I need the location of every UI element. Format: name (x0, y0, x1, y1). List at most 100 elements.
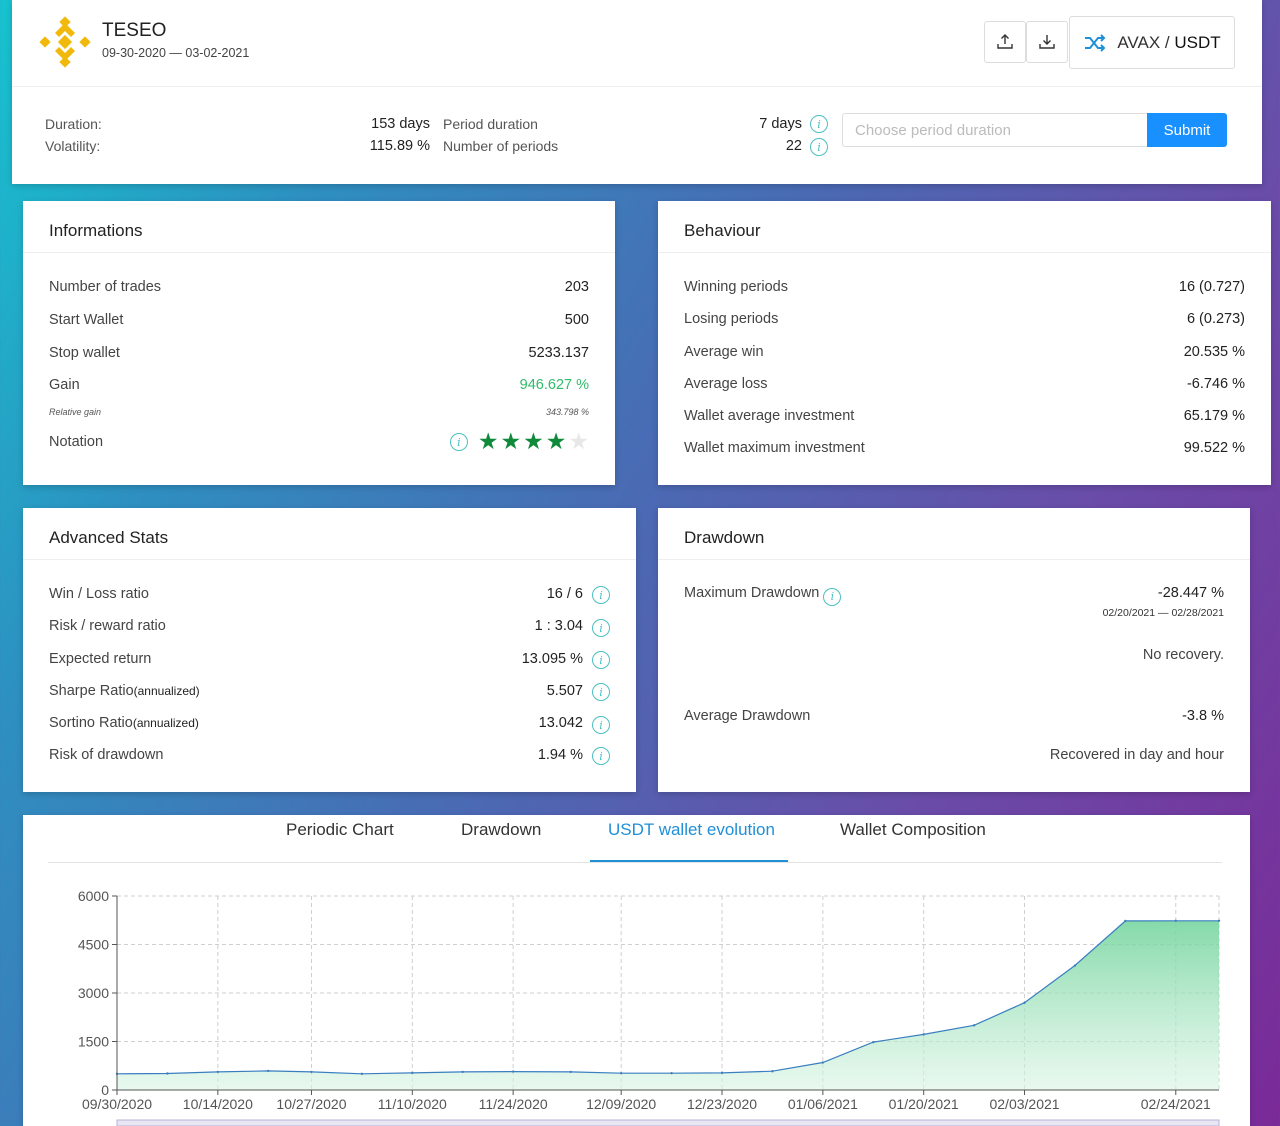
row-value: 343.798 % (545, 407, 589, 417)
notation-value: i ★ ★ ★ ★ ★ (449, 429, 589, 455)
x-tick-label: 02/03/2021 (989, 1096, 1059, 1112)
wallet-data-point (267, 1069, 270, 1073)
row-label: Expected return (49, 651, 152, 667)
row-value: 16 / 6 (546, 586, 583, 602)
y-tick-label: 6000 (78, 888, 109, 904)
max-drawdown-dates: 02/20/2021 — 02/28/2021 (1102, 607, 1224, 619)
wallet-data-point (511, 1070, 515, 1073)
expected-return-row: Expected return 13.095 % i (49, 651, 610, 673)
row-label: Sortino Ratio(annualized) (49, 715, 199, 731)
max-drawdown-label: Maximum Drawdown i (684, 585, 842, 606)
notation-info-icon[interactable]: i (449, 433, 468, 451)
row-value: 99.522 % (1183, 440, 1245, 456)
panel-divider (23, 559, 636, 560)
tab-drawdown[interactable]: Drawdown (461, 820, 542, 839)
period-duration-input[interactable] (842, 113, 1148, 147)
chart-range-slider[interactable] (116, 1119, 1220, 1126)
win-loss-info-icon[interactable]: i (592, 586, 610, 604)
row-label: Wallet maximum investment (684, 440, 865, 456)
wallet-maximum-investment-row: Wallet maximum investment 99.522 % (684, 440, 1245, 462)
risk-of-drawdown-info-icon[interactable]: i (592, 747, 610, 765)
x-tick-label: 01/20/2021 (889, 1096, 959, 1112)
behaviour-panel: Behaviour Winning periods 16 (0.727) Los… (658, 201, 1271, 485)
row-label: Stop wallet (49, 345, 120, 361)
sortino-ratio-info-icon[interactable]: i (592, 716, 610, 734)
submit-button[interactable]: Submit (1147, 113, 1227, 147)
row-value: 20.535 % (1183, 344, 1245, 360)
y-tick-label: 1500 (78, 1034, 109, 1050)
x-tick-label: 11/10/2020 (378, 1096, 447, 1112)
row-value: 500 (564, 312, 589, 328)
pair-switch-button[interactable]: AVAX / USDT (1069, 16, 1235, 69)
number-of-periods-label: Number of periods (443, 138, 559, 154)
tab-usdt-wallet-evolution[interactable]: USDT wallet evolution (608, 820, 775, 839)
sharpe-ratio-row: Sharpe Ratio(annualized) 5.507 i (49, 683, 610, 705)
x-tick-label: 02/24/2021 (1141, 1096, 1211, 1112)
row-value: -6.746 % (1186, 376, 1245, 392)
wallet-data-point (360, 1072, 364, 1076)
star-empty-icon: ★ (568, 429, 589, 455)
wallet-average-investment-row: Wallet average investment 65.179 % (684, 408, 1245, 430)
max-drawdown-value: -28.447 % (1157, 585, 1224, 601)
row-label: Average loss (684, 376, 768, 392)
wallet-data-point (1174, 919, 1177, 922)
row-label: Average win (684, 344, 764, 360)
tab-periodic-chart[interactable]: Periodic Chart (286, 820, 394, 839)
download-button[interactable] (1026, 21, 1068, 63)
row-value: 13.095 % (521, 651, 583, 667)
wallet-data-point (670, 1071, 673, 1075)
wallet-data-point (1073, 964, 1077, 967)
row-value: 13.042 (538, 715, 583, 731)
period-duration-info-icon[interactable]: i (810, 115, 828, 133)
wallet-data-point (461, 1070, 464, 1074)
panel-divider (658, 252, 1271, 253)
wallet-data-point (216, 1070, 220, 1074)
shuffle-icon (1085, 33, 1106, 52)
wallet-data-point (619, 1071, 623, 1075)
active-tab-indicator (590, 860, 788, 862)
row-label: Win / Loss ratio (49, 586, 149, 602)
tab-wallet-composition[interactable]: Wallet Composition (840, 820, 986, 839)
number-of-periods-info-icon[interactable]: i (810, 138, 828, 156)
max-drawdown-row: Maximum Drawdown i -28.447 % (684, 585, 1224, 607)
row-label: Losing periods (684, 311, 779, 327)
average-drawdown-recovery: Recovered in day and hour (1049, 747, 1224, 763)
max-drawdown-info-icon[interactable]: i (823, 587, 842, 606)
average-drawdown-row: Average Drawdown -3.8 % (684, 708, 1224, 730)
informations-title: Informations (49, 221, 143, 240)
binance-logo-icon (39, 16, 91, 68)
row-value: 1 : 3.04 (534, 618, 583, 634)
x-tick-label: 12/23/2020 (687, 1096, 757, 1112)
start-wallet-row: Start Wallet 500 (49, 312, 589, 334)
gain-row: Gain 946.627 % (49, 377, 589, 399)
wallet-data-point (872, 1040, 875, 1044)
row-label: Risk of drawdown (49, 747, 164, 763)
wallet-evolution-chart: 0 1500 3000 4500 6000 09/30/2020 10/14/2020 10/… (78, 888, 1221, 1126)
row-label: Sharpe Ratio(annualized) (49, 683, 200, 699)
wallet-data-point (1217, 919, 1221, 922)
wallet-data-point (569, 1070, 572, 1074)
row-value: 16 (0.727) (1178, 279, 1245, 295)
row-label: Wallet average investment (684, 408, 855, 424)
wallet-data-point (1023, 1001, 1026, 1004)
average-win-row: Average win 20.535 % (684, 344, 1245, 366)
risk-reward-info-icon[interactable]: i (592, 619, 610, 637)
expected-return-info-icon[interactable]: i (592, 651, 610, 669)
x-tick-label: 10/14/2020 (183, 1096, 253, 1112)
pair-quote: USDT (1174, 32, 1221, 52)
duration-value: 153 days (371, 116, 430, 132)
upload-button[interactable] (984, 21, 1026, 63)
number-of-periods-value: 22 (785, 138, 802, 154)
average-drawdown-value: -3.8 % (1182, 708, 1224, 724)
row-label: Notation (49, 434, 104, 450)
row-value: 1.94 % (537, 747, 583, 763)
panel-divider (658, 559, 1250, 560)
row-value: 5233.137 (528, 345, 589, 361)
gain-value: 946.627 % (519, 377, 589, 393)
row-value: 65.179 % (1183, 408, 1245, 424)
star-filled-icon: ★ (523, 429, 544, 455)
sharpe-ratio-info-icon[interactable]: i (592, 683, 610, 701)
losing-periods-row: Losing periods 6 (0.273) (684, 311, 1245, 333)
volatility-value: 115.89 % (369, 138, 430, 154)
advanced-stats-title: Advanced Stats (49, 528, 169, 547)
